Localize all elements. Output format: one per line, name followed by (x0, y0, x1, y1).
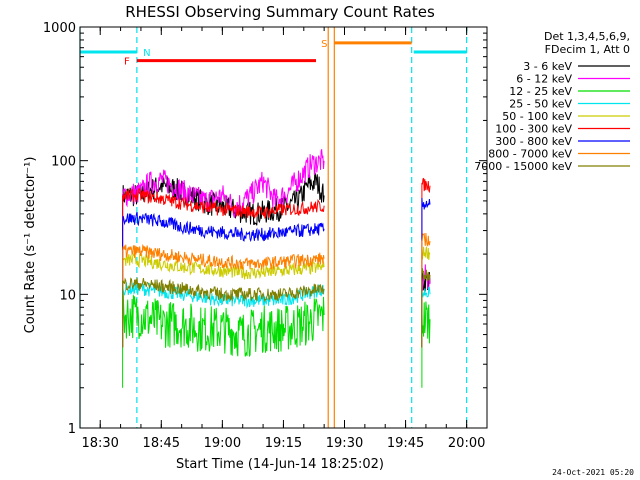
series-line-6-seg-0 (122, 211, 325, 348)
date-stamp: 24-Oct-2021 05:20 (552, 468, 634, 477)
series-line-3-seg-1 (421, 286, 431, 348)
series-line-2-seg-1 (421, 301, 431, 388)
series-line-5-seg-0 (122, 188, 325, 348)
legend-label-1: 6 - 12 keV (516, 73, 572, 86)
x-tick-label-3: 19:15 (265, 436, 302, 451)
axes: 1 10 100 1000 18:30 18:45 19:00 19:15 19:30 19:45… (43, 21, 488, 451)
series-line-8-seg-0 (122, 277, 325, 348)
chart-title: RHESSI Observing Summary Count Rates (125, 3, 435, 21)
x-axis-label: Start Time (14-Jun-14 18:25:02) (176, 457, 384, 472)
flag-label-S: S (321, 39, 327, 50)
legend-label-6: 300 - 800 keV (495, 135, 572, 148)
legend-header-line-0: Det 1,3,4,5,6,9, (544, 30, 630, 43)
x-tick-label-6: 20:00 (448, 436, 485, 451)
legend-label-7: 800 - 7000 keV (488, 148, 572, 161)
legend-label-2: 12 - 25 keV (509, 85, 572, 98)
legend-label-8: 7000 - 15000 keV (474, 160, 572, 173)
legend-label-5: 100 - 300 keV (495, 123, 572, 136)
legend-label-0: 3 - 6 keV (523, 60, 572, 73)
x-tick-label-5: 19:45 (387, 436, 424, 451)
y-tick-label-2: 100 (51, 155, 76, 170)
x-tick-label-2: 19:00 (204, 436, 241, 451)
series-line-8-seg-1 (421, 268, 431, 348)
series-line-5-seg-1 (421, 177, 431, 348)
flag-label-F: F (124, 57, 130, 68)
y-tick-label-0: 1 (68, 422, 76, 437)
series-line-4-seg-0 (122, 252, 325, 348)
series-line-0-seg-1 (421, 271, 431, 348)
legend-label-4: 50 - 100 keV (502, 110, 572, 123)
y-tick-label-1: 10 (59, 288, 76, 303)
series-line-4-seg-1 (421, 246, 431, 348)
series-line-1-seg-0 (122, 149, 325, 348)
plot-area: N F S (79, 27, 468, 428)
x-tick-label-4: 19:30 (326, 436, 363, 451)
plot-frame (79, 26, 488, 429)
legend: Det 1,3,4,5,6,9,FDecim 1, Att 0 3 - 6 keV… (474, 30, 630, 173)
y-axis-label: Count Rate (s⁻¹ detector⁻¹) (23, 157, 38, 334)
series-line-6-seg-1 (421, 197, 431, 348)
series-line-7-seg-0 (122, 243, 325, 348)
legend-header-line-1: FDecim 1, Att 0 (545, 43, 630, 56)
legend-label-3: 25 - 50 keV (509, 98, 572, 111)
series-line-7-seg-1 (421, 232, 431, 348)
x-tick-label-0: 18:30 (81, 436, 118, 451)
y-tick-label-3: 1000 (43, 21, 76, 36)
series-line-2-seg-0 (122, 291, 325, 388)
flag-label-N: N (143, 48, 150, 59)
x-tick-label-1: 18:45 (143, 436, 180, 451)
